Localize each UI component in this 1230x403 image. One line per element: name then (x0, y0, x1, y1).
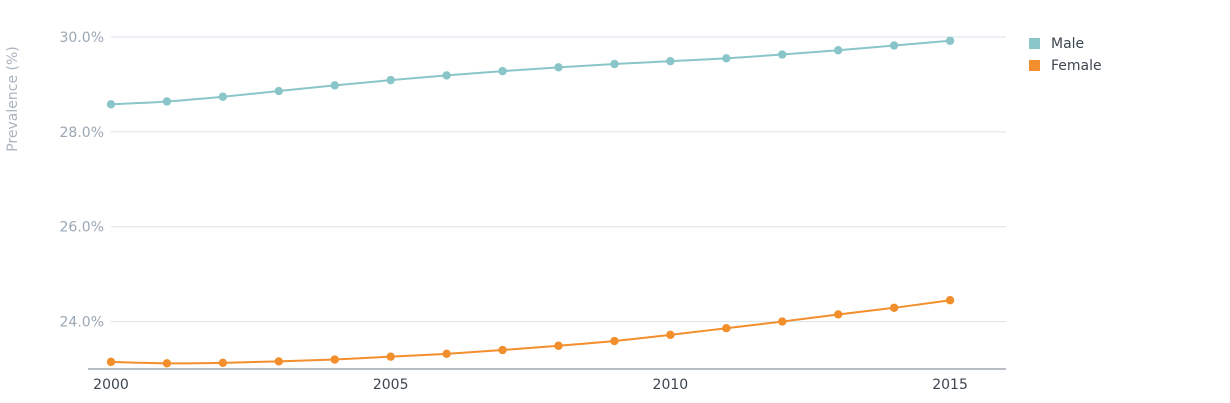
y-axis-ticks: 24.0% 26.0% 28.0% 30.0% (60, 30, 104, 331)
data-point-female[interactable] (274, 357, 284, 366)
legend-label: Male (1051, 36, 1084, 52)
legend-item-female[interactable]: Female (1029, 58, 1102, 74)
data-point-male[interactable] (442, 71, 451, 80)
series-male (106, 36, 955, 109)
data-point-male[interactable] (833, 46, 843, 55)
data-point-male[interactable] (498, 66, 507, 76)
data-point-male[interactable] (218, 92, 228, 101)
x-tick-label: 2000 (93, 377, 129, 393)
x-tick-label: 2005 (373, 377, 409, 393)
data-point-male[interactable] (666, 56, 675, 66)
data-point-male[interactable] (162, 97, 172, 106)
data-point-male[interactable] (889, 41, 899, 50)
data-point-female[interactable] (162, 359, 172, 368)
data-point-male[interactable] (106, 100, 116, 109)
y-tick-label: 24.0% (60, 315, 104, 331)
data-point-female[interactable] (442, 349, 451, 359)
data-point-female[interactable] (666, 330, 675, 340)
series (106, 36, 955, 368)
x-tick-label: 2015 (932, 377, 968, 393)
y-tick-label: 26.0% (60, 220, 104, 236)
data-point-male[interactable] (386, 75, 395, 85)
legend-swatch (1029, 38, 1040, 49)
data-point-female[interactable] (833, 310, 843, 319)
data-point-female[interactable] (778, 317, 787, 326)
series-female (106, 296, 955, 368)
series-line-male (110, 39, 951, 106)
legend-swatch (1029, 60, 1040, 71)
data-point-male[interactable] (722, 54, 731, 63)
data-point-female[interactable] (106, 357, 116, 367)
data-point-female[interactable] (554, 341, 563, 350)
data-point-female[interactable] (610, 336, 619, 346)
data-point-female[interactable] (386, 352, 395, 361)
data-point-female[interactable] (889, 303, 899, 313)
data-point-male[interactable] (610, 59, 619, 69)
y-axis-title: Prevalence (%) (5, 46, 21, 152)
legend: Male Female (1029, 36, 1102, 74)
x-axis-ticks: 2000 2005 2010 2015 (93, 377, 968, 393)
data-point-female[interactable] (498, 345, 507, 355)
data-point-female[interactable] (330, 355, 339, 364)
y-tick-label: 30.0% (60, 30, 104, 46)
series-line-female (110, 299, 951, 365)
legend-label: Female (1051, 58, 1102, 74)
data-point-male[interactable] (945, 36, 955, 45)
gridlines (111, 36, 1006, 323)
y-tick-label: 28.0% (60, 125, 104, 141)
data-point-female[interactable] (945, 296, 955, 305)
data-point-male[interactable] (330, 81, 339, 90)
legend-item-male[interactable]: Male (1029, 36, 1084, 52)
data-point-male[interactable] (554, 63, 563, 72)
data-point-female[interactable] (722, 324, 731, 333)
data-point-male[interactable] (274, 86, 284, 96)
data-point-female[interactable] (218, 358, 228, 368)
x-tick-label: 2010 (653, 377, 689, 393)
data-point-male[interactable] (778, 50, 787, 59)
